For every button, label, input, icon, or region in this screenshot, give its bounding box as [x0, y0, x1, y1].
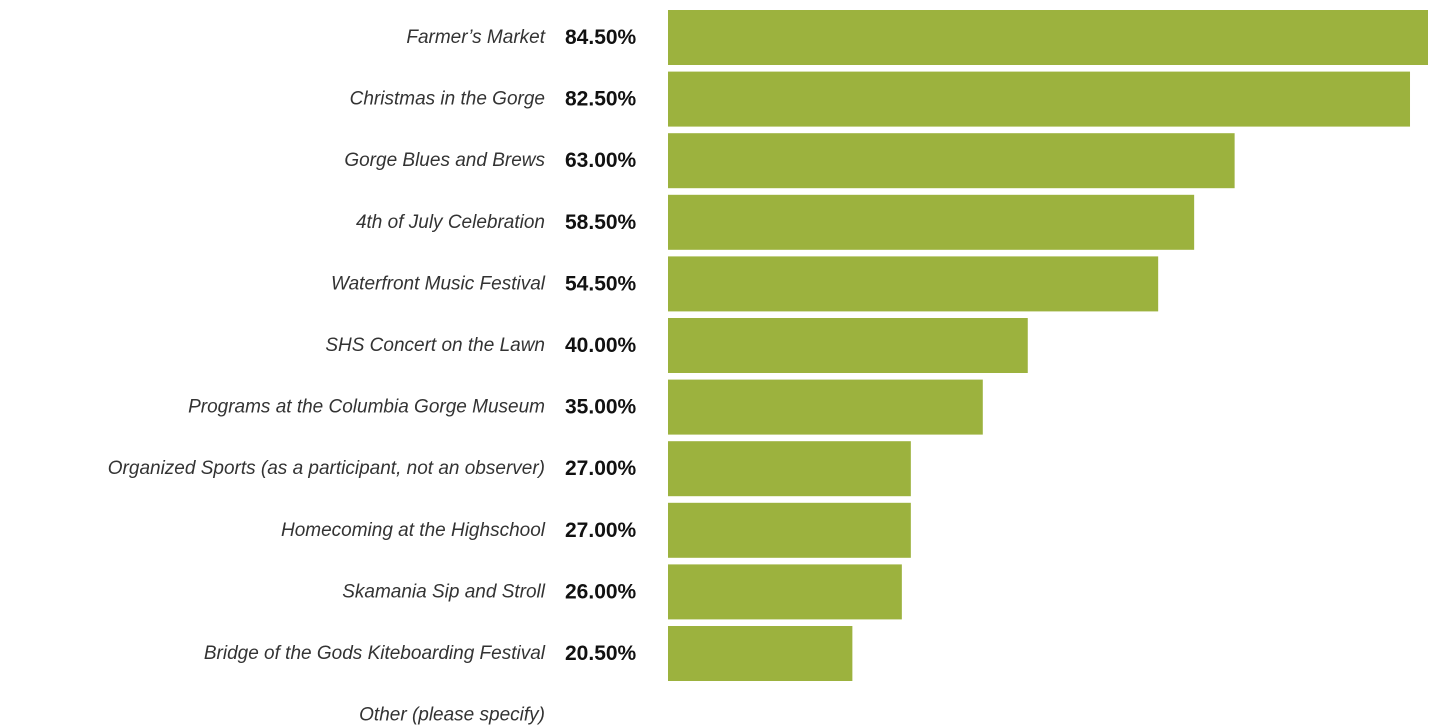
value-label: 40.00%: [565, 334, 637, 357]
category-label: Farmer’s Market: [406, 27, 545, 48]
bar: [668, 318, 1028, 373]
category-label: Programs at the Columbia Gorge Museum: [188, 397, 545, 418]
value-label: 63.00%: [565, 149, 637, 172]
value-label: 27.00%: [565, 457, 637, 480]
bar: [668, 441, 911, 497]
bar: [668, 194, 1195, 250]
category-label: Waterfront Music Festival: [331, 273, 546, 294]
category-label: SHS Concert on the Lawn: [325, 335, 545, 356]
value-label: 84.50%: [565, 26, 637, 49]
bar: [668, 626, 853, 681]
bar: [668, 10, 1428, 65]
category-label: Bridge of the Gods Kiteboarding Festival: [204, 643, 546, 664]
value-label: 27.00%: [565, 519, 637, 542]
bar: [668, 133, 1235, 189]
bar: [668, 71, 1411, 127]
category-label: Skamania Sip and Stroll: [342, 581, 546, 602]
bar: [668, 379, 983, 435]
bar: [668, 256, 1159, 312]
value-label: 26.00%: [565, 580, 637, 603]
category-label: Gorge Blues and Brews: [344, 150, 545, 171]
category-label: Other (please specify): [359, 705, 545, 726]
value-label: 35.00%: [565, 396, 637, 419]
value-label: 20.50%: [565, 642, 637, 665]
category-label: 4th of July Celebration: [356, 212, 545, 233]
bar: [668, 502, 911, 558]
value-label: 82.50%: [565, 88, 637, 111]
category-label: Homecoming at the Highschool: [281, 520, 546, 541]
value-label: 54.50%: [565, 272, 637, 295]
category-label: Organized Sports (as a participant, not …: [108, 458, 545, 479]
category-label: Christmas in the Gorge: [350, 89, 545, 110]
bar: [668, 564, 902, 620]
value-label: 58.50%: [565, 211, 637, 234]
